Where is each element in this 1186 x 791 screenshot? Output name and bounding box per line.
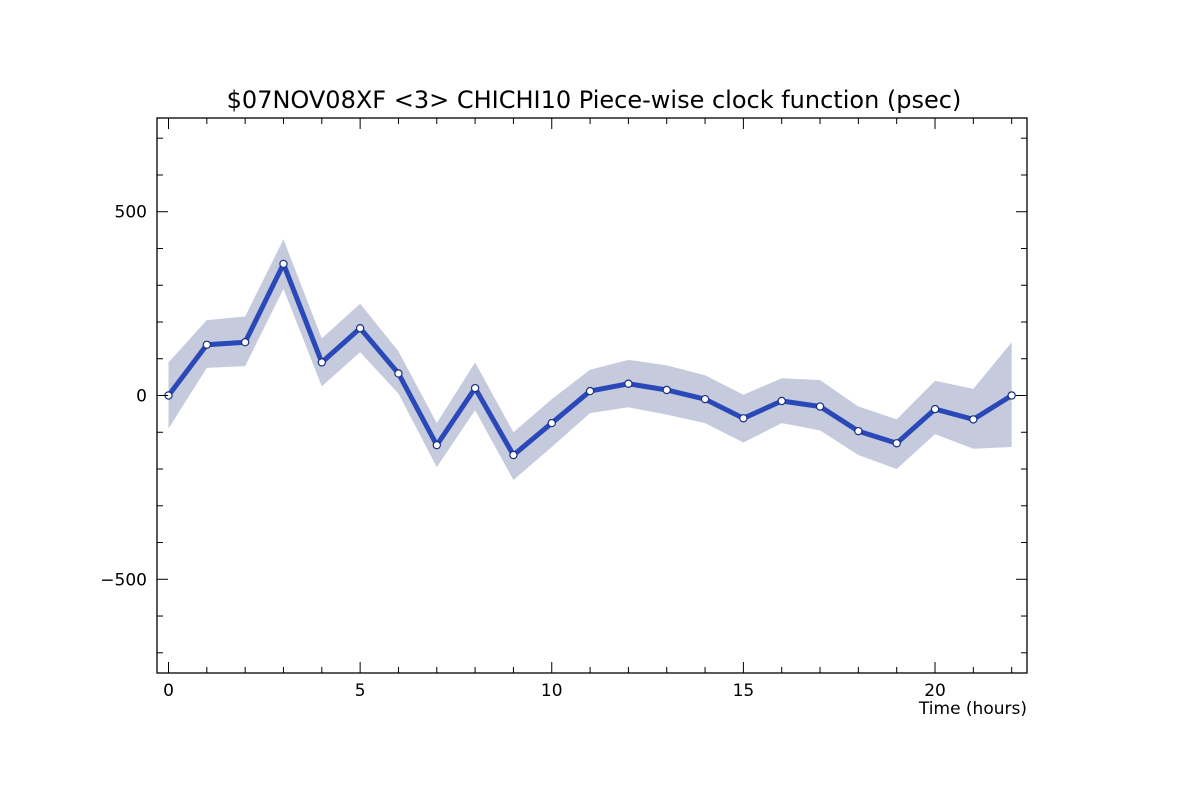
y-tick-label: 0 [136, 387, 147, 407]
x-tick-label: 15 [733, 681, 755, 701]
data-point [739, 414, 748, 423]
data-point [854, 426, 863, 436]
data-point [585, 386, 595, 396]
data-point [624, 379, 633, 388]
data-point [240, 338, 250, 347]
x-axis-label: Time (hours) [918, 699, 1027, 719]
data-point [355, 324, 365, 333]
data-point [202, 340, 212, 349]
uncertainty-band [168, 239, 1012, 481]
x-tick-label: 10 [541, 681, 563, 701]
x-tick-label: 20 [924, 681, 946, 701]
data-point [930, 404, 940, 414]
data-point [547, 418, 556, 428]
axes: 0 5 10 15 20 −500 0 500 [100, 117, 1028, 701]
data-point [1007, 391, 1016, 400]
data-point [892, 439, 901, 448]
y-tick-label: −500 [100, 570, 147, 590]
x-tick-label: 5 [355, 681, 366, 701]
data-point [432, 440, 441, 450]
data-point [509, 450, 518, 460]
data-point [815, 402, 825, 411]
plot-area [164, 239, 1016, 481]
chart-title: $07NOV08XF <3> CHICHI10 Piece-wise clock… [227, 86, 962, 114]
data-point [969, 415, 978, 424]
data-point [279, 259, 288, 269]
data-point [394, 369, 403, 378]
data-point [662, 385, 671, 395]
data-point [700, 394, 710, 404]
data-point [470, 383, 480, 393]
data-point [317, 358, 326, 367]
y-tick-label: 500 [115, 203, 147, 223]
x-tick-label: 0 [163, 681, 174, 701]
data-point [777, 396, 786, 406]
